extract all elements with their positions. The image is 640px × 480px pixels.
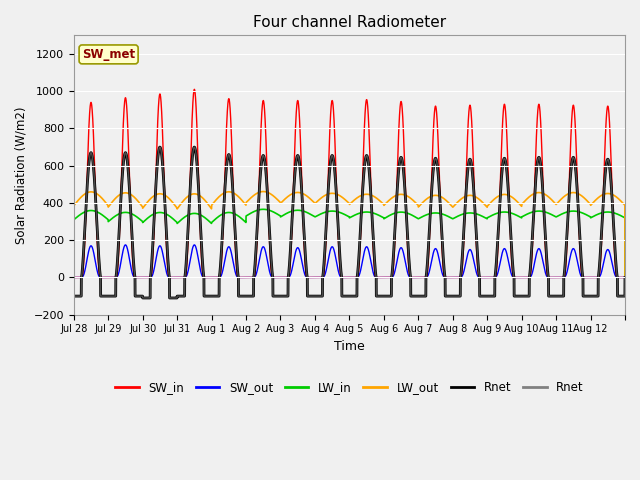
Rnet	[70, 293, 77, 299]
Rnet	[330, 155, 337, 161]
Rnet	[391, 223, 399, 228]
Title: Four channel Radiometer: Four channel Radiometer	[253, 15, 446, 30]
SW_out	[490, 275, 498, 280]
LW_out	[391, 193, 399, 199]
SW_in	[89, 120, 97, 126]
Y-axis label: Solar Radiation (W/m2): Solar Radiation (W/m2)	[15, 106, 28, 244]
Rnet	[282, 293, 290, 299]
SW_in	[621, 275, 629, 280]
Rnet	[156, 144, 164, 150]
Line: LW_out: LW_out	[74, 192, 625, 277]
SW_in	[406, 274, 414, 279]
Text: SW_met: SW_met	[82, 48, 135, 61]
SW_in	[490, 275, 498, 280]
Line: Rnet: Rnet	[74, 147, 625, 298]
LW_out	[89, 189, 97, 195]
Line: SW_out: SW_out	[74, 245, 625, 277]
Rnet	[621, 275, 629, 280]
Line: LW_in: LW_in	[74, 209, 625, 277]
LW_out	[621, 275, 629, 280]
LW_in	[70, 217, 77, 223]
SW_out	[122, 242, 129, 248]
LW_out	[282, 195, 289, 201]
SW_out	[282, 275, 289, 280]
Rnet	[491, 293, 499, 299]
LW_in	[406, 211, 414, 217]
Rnet	[70, 293, 77, 299]
Rnet	[89, 159, 97, 165]
Rnet	[406, 271, 414, 276]
Rnet	[406, 271, 414, 276]
SW_in	[282, 275, 289, 280]
Rnet	[139, 295, 147, 301]
Rnet	[156, 144, 164, 150]
LW_in	[259, 206, 267, 212]
SW_out	[70, 275, 77, 280]
Rnet	[391, 223, 399, 228]
LW_out	[259, 189, 267, 194]
LW_out	[70, 203, 77, 209]
Rnet	[621, 275, 629, 280]
SW_in	[329, 102, 337, 108]
SW_out	[89, 247, 97, 252]
SW_in	[391, 234, 399, 240]
Rnet	[491, 293, 499, 299]
Rnet	[330, 155, 337, 161]
X-axis label: Time: Time	[334, 340, 365, 353]
SW_out	[329, 245, 337, 251]
LW_in	[391, 210, 399, 216]
LW_in	[329, 208, 337, 214]
Rnet	[282, 293, 290, 299]
SW_out	[406, 275, 414, 280]
LW_in	[282, 211, 289, 217]
LW_in	[89, 208, 97, 214]
Line: SW_in: SW_in	[74, 89, 625, 277]
LW_in	[621, 275, 629, 280]
SW_out	[621, 275, 629, 280]
Rnet	[89, 159, 97, 165]
SW_out	[391, 268, 399, 274]
LW_out	[490, 196, 498, 202]
LW_in	[490, 212, 498, 217]
Line: Rnet: Rnet	[74, 147, 625, 298]
Rnet	[139, 295, 147, 301]
SW_in	[70, 275, 77, 280]
Legend: SW_in, SW_out, LW_in, LW_out, Rnet, Rnet: SW_in, SW_out, LW_in, LW_out, Rnet, Rnet	[110, 376, 588, 399]
LW_out	[329, 191, 337, 196]
SW_in	[191, 86, 198, 92]
LW_out	[406, 195, 414, 201]
